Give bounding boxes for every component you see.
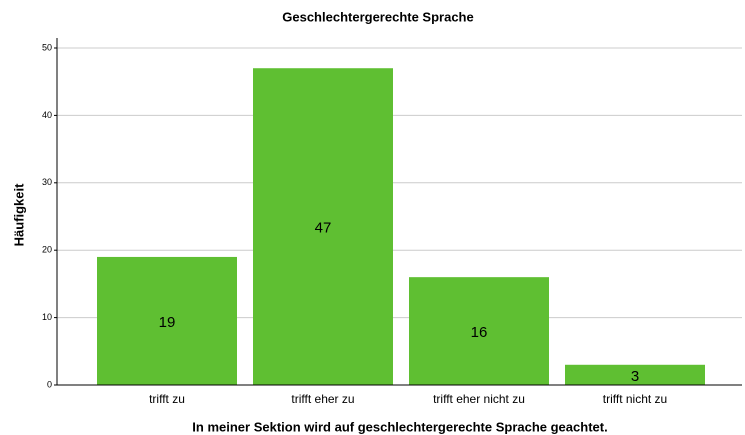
x-axis-label: In meiner Sektion wird auf geschlechterg… [192,419,607,434]
chart-title: Geschlechtergerechte Sprache [282,9,473,24]
value-label: 3 [631,368,639,385]
x-tick-label: trifft eher nicht zu [433,392,525,406]
bar [565,364,705,385]
y-tick-label: 30 [42,177,52,187]
y-axis-label: Häufigkeit [11,183,26,247]
value-label: 16 [471,324,488,341]
bar [253,68,393,385]
bar [97,256,237,385]
x-tick-label: trifft nicht zu [603,392,667,406]
y-tick-label: 0 [47,379,52,389]
y-tick-label: 10 [42,312,52,322]
y-tick-label: 50 [42,42,52,52]
x-tick-label: trifft zu [149,392,185,406]
x-tick-label: trifft eher zu [291,392,354,406]
y-tick-label: 40 [42,110,52,120]
value-label: 47 [315,220,332,237]
y-tick-label: 20 [42,245,52,255]
value-label: 19 [159,314,176,331]
bar [409,277,549,385]
